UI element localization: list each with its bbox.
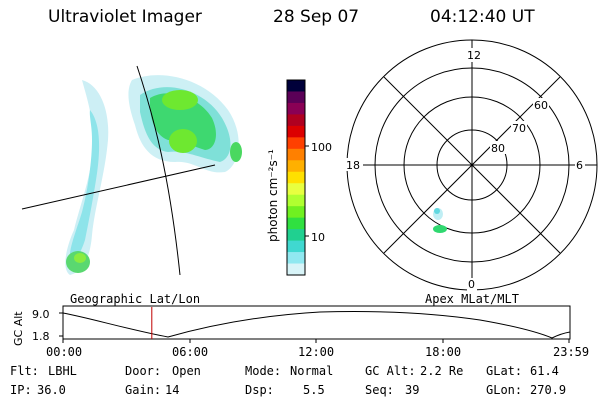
glon-value: 270.9: [530, 383, 567, 397]
gain-label: Gain:: [125, 383, 162, 397]
gcalt-value: 2.2 Re: [420, 364, 464, 378]
altitude-ylabel: GC Alt: [12, 311, 25, 346]
polar-emission: [433, 208, 447, 233]
polar-diagonal-2: [383, 76, 561, 254]
polar-label-0: 0: [468, 278, 475, 291]
colorbar-segment: [287, 125, 305, 138]
colorbar-label: photon cm⁻²s⁻¹: [266, 149, 280, 242]
colorbar-segment: [287, 160, 305, 173]
mode-label: Mode:: [245, 364, 282, 378]
altitude-ytick-high: 9.0: [32, 308, 50, 321]
colorbar-segment: [287, 91, 305, 104]
colorbar-gradient: [287, 80, 305, 276]
mode-value: Normal: [290, 364, 334, 378]
colorbar-segment: [287, 183, 305, 196]
glon-label: GLon:: [486, 383, 523, 397]
colorbar-segment: [287, 229, 305, 242]
seq-label: Seq:: [365, 383, 394, 397]
altitude-xtick-0: 00:00: [46, 345, 83, 359]
latitude-line: [21, 164, 216, 210]
door-label: Door:: [125, 364, 162, 378]
altitude-xtick-3: 18:00: [425, 345, 462, 359]
instrument-title: Ultraviolet Imager: [48, 7, 202, 27]
flt-label: Flt:: [10, 364, 39, 378]
colorbar-tick-10: 10: [311, 231, 325, 244]
dsp-value: 5.5: [303, 383, 325, 397]
altitude-xtick-2: 12:00: [298, 345, 335, 359]
gain-value: 14: [165, 383, 180, 397]
altitude-ytick-low: 1.8: [32, 330, 50, 343]
dsp-label: Dsp:: [245, 383, 274, 397]
altitude-xtick-4: 23:59: [553, 345, 590, 359]
glat-value: 61.4: [530, 364, 559, 378]
colorbar-segment: [287, 148, 305, 161]
door-value: Open: [172, 364, 201, 378]
colorbar-segment: [287, 206, 305, 219]
ip-label: IP:: [10, 383, 32, 397]
altitude-curve: [62, 310, 571, 339]
seq-value: 39: [405, 383, 420, 397]
colorbar-segment: [287, 194, 305, 207]
altitude-xtick-1: 06:00: [172, 345, 209, 359]
polar-lat-80: 80: [491, 142, 505, 155]
auroral-emission: [65, 75, 242, 275]
polar-label-18: 18: [346, 159, 360, 172]
colorbar-segment: [287, 252, 305, 265]
flt-value: LBHL: [48, 364, 77, 378]
colorbar-segment: [287, 217, 305, 230]
colorbar-segment: [287, 171, 305, 184]
polar-lat-60: 60: [534, 99, 548, 112]
geographic-label: Geographic Lat/Lon: [70, 292, 201, 306]
colorbar-segment: [287, 114, 305, 127]
polar-lat-70: 70: [512, 122, 526, 135]
date-label: 28 Sep 07: [273, 7, 360, 27]
glat-label: GLat:: [486, 364, 523, 378]
time-label: 04:12:40 UT: [430, 7, 535, 27]
colorbar-segment: [287, 137, 305, 150]
ip-value: 36.0: [37, 383, 66, 397]
colorbar-segment: [287, 240, 305, 253]
polar-label-12: 12: [467, 49, 481, 62]
colorbar-segment: [287, 102, 305, 116]
gcalt-label: GC Alt:: [365, 364, 416, 378]
apex-label: Apex MLat/MLT: [425, 292, 519, 306]
polar-label-6: 6: [576, 159, 583, 172]
colorbar-segment: [287, 263, 305, 276]
colorbar-tick-100: 100: [311, 141, 332, 154]
colorbar-segment: [287, 80, 305, 93]
longitude-line: [136, 65, 181, 276]
